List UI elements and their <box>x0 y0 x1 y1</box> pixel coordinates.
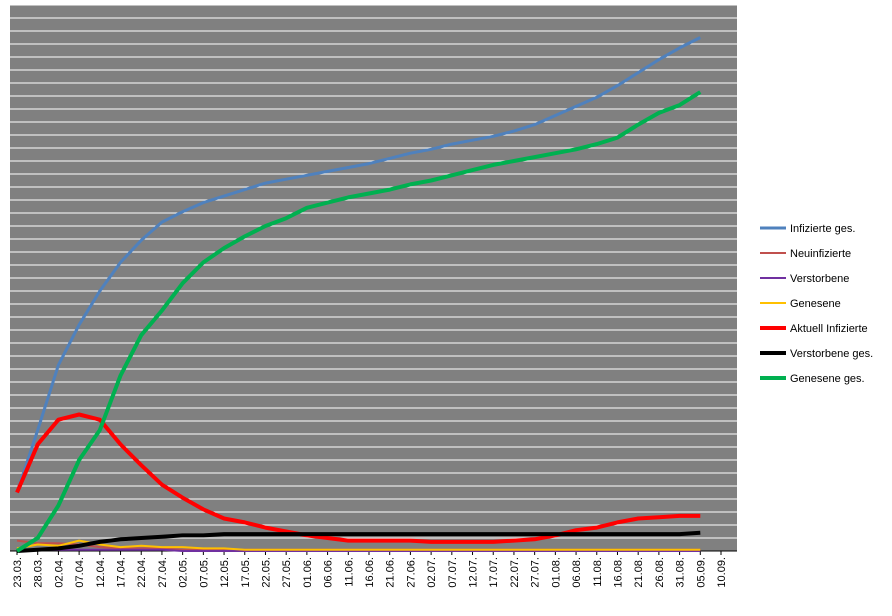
legend-label: Genesene <box>790 298 841 310</box>
x-tick-label: 27.05. <box>281 557 293 588</box>
x-tick-label: 16.06. <box>364 557 376 588</box>
x-tick-label: 02.04. <box>53 557 65 588</box>
series-line <box>16 548 701 552</box>
x-tick-label: 12.07. <box>468 557 480 588</box>
x-tick-label: 27.06. <box>405 557 417 588</box>
x-tick-label: 31.08. <box>675 557 687 588</box>
x-tick-label: 28.03. <box>33 557 45 588</box>
x-tick-label: 21.08. <box>633 557 645 588</box>
x-tick-label: 07.04. <box>74 557 86 588</box>
series-line <box>15 36 701 493</box>
x-tick-label: 17.05. <box>240 557 252 588</box>
series-line <box>16 539 701 551</box>
series-line <box>16 530 701 553</box>
x-tick-label: 05.09. <box>695 557 707 588</box>
x-tick-label: 21.06. <box>385 557 397 588</box>
series-line <box>15 90 702 553</box>
legend-label: Infizierte ges. <box>790 223 855 235</box>
x-tick-label: 23.03. <box>12 557 24 588</box>
x-tick-label: 06.08. <box>571 557 583 588</box>
x-tick-label: 07.05. <box>198 557 210 588</box>
x-tick-label: 26.08. <box>654 557 666 588</box>
x-tick-label: 01.08. <box>550 557 562 588</box>
x-tick-label: 16.08. <box>612 557 624 588</box>
x-tick-label: 27.04. <box>157 557 169 588</box>
x-tick-label: 02.07. <box>426 557 438 588</box>
x-tick-label: 22.07. <box>509 557 521 588</box>
x-tick-label: 27.07. <box>530 557 542 588</box>
x-tick-label: 17.04. <box>116 557 128 588</box>
series-line <box>15 412 701 544</box>
x-tick-label: 12.04. <box>95 557 107 588</box>
legend-label: Verstorbene ges. <box>790 348 873 360</box>
x-tick-label: 10.09. <box>716 557 728 588</box>
x-tick-label: 02.05. <box>178 557 190 588</box>
x-tick-label: 12.05. <box>219 557 231 588</box>
legend-label: Neuinfizierte <box>790 248 851 260</box>
legend-label: Verstorbene <box>790 273 849 285</box>
x-tick-label: 11.06. <box>343 557 355 587</box>
x-tick-label: 22.05. <box>260 557 272 588</box>
x-tick-label: 22.04. <box>136 557 148 588</box>
legend-label: Genesene ges. <box>790 373 865 385</box>
x-tick-label: 06.06. <box>323 557 335 588</box>
legend-label: Aktuell Infizierte <box>790 323 868 335</box>
x-tick-label: 07.07. <box>447 557 459 588</box>
x-tick-label: 17.07. <box>488 557 500 588</box>
x-tick-label: 11.08. <box>592 557 604 587</box>
x-tick-label: 01.06. <box>302 557 314 588</box>
